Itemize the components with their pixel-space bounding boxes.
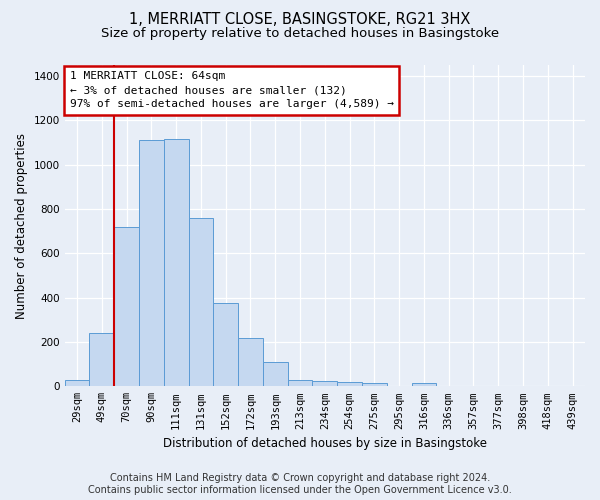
Bar [114, 227, 139, 386]
Text: 1, MERRIATT CLOSE, BASINGSTOKE, RG21 3HX: 1, MERRIATT CLOSE, BASINGSTOKE, RG21 3HX [130, 12, 470, 28]
Text: 1 MERRIATT CLOSE: 64sqm
← 3% of detached houses are smaller (132)
97% of semi-de: 1 MERRIATT CLOSE: 64sqm ← 3% of detached… [70, 72, 394, 110]
Bar [214, 303, 238, 386]
Bar [412, 383, 436, 386]
Bar [65, 380, 89, 386]
Bar [313, 381, 337, 386]
Bar [188, 218, 214, 386]
Y-axis label: Number of detached properties: Number of detached properties [15, 132, 28, 318]
Text: Size of property relative to detached houses in Basingstoke: Size of property relative to detached ho… [101, 28, 499, 40]
Bar [238, 338, 263, 386]
Bar [164, 139, 188, 386]
X-axis label: Distribution of detached houses by size in Basingstoke: Distribution of detached houses by size … [163, 437, 487, 450]
Bar [89, 333, 114, 386]
Bar [287, 380, 313, 386]
Bar [362, 382, 387, 386]
Text: Contains HM Land Registry data © Crown copyright and database right 2024.
Contai: Contains HM Land Registry data © Crown c… [88, 474, 512, 495]
Bar [337, 382, 362, 386]
Bar [263, 362, 287, 386]
Bar [139, 140, 164, 386]
